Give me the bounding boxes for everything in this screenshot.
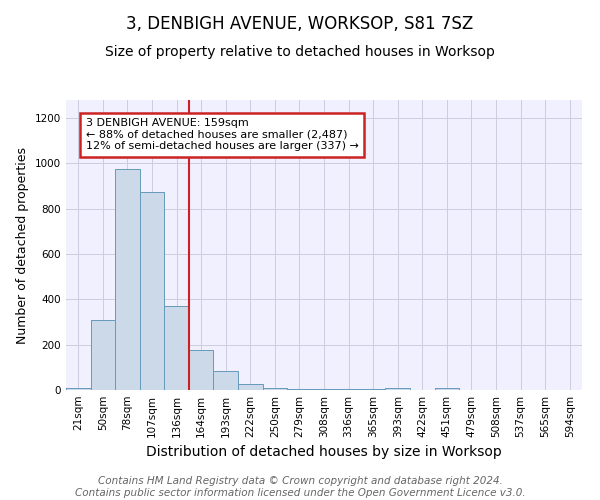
Bar <box>164 306 189 390</box>
Bar <box>336 389 361 390</box>
Bar <box>434 388 459 390</box>
Bar <box>263 388 287 390</box>
Text: 3, DENBIGH AVENUE, WORKSOP, S81 7SZ: 3, DENBIGH AVENUE, WORKSOP, S81 7SZ <box>127 15 473 33</box>
Text: Contains HM Land Registry data © Crown copyright and database right 2024.
Contai: Contains HM Land Registry data © Crown c… <box>74 476 526 498</box>
Text: 3 DENBIGH AVENUE: 159sqm
← 88% of detached houses are smaller (2,487)
12% of sem: 3 DENBIGH AVENUE: 159sqm ← 88% of detach… <box>86 118 359 152</box>
Bar <box>287 389 312 390</box>
Bar <box>361 389 385 390</box>
Y-axis label: Number of detached properties: Number of detached properties <box>16 146 29 344</box>
Bar <box>214 370 238 390</box>
X-axis label: Distribution of detached houses by size in Worksop: Distribution of detached houses by size … <box>146 446 502 460</box>
Bar <box>140 192 164 390</box>
Bar <box>115 169 140 390</box>
Text: Size of property relative to detached houses in Worksop: Size of property relative to detached ho… <box>105 45 495 59</box>
Bar <box>66 388 91 390</box>
Bar <box>238 384 263 390</box>
Bar <box>91 320 115 390</box>
Bar <box>385 388 410 390</box>
Bar <box>312 389 336 390</box>
Bar <box>189 350 214 390</box>
